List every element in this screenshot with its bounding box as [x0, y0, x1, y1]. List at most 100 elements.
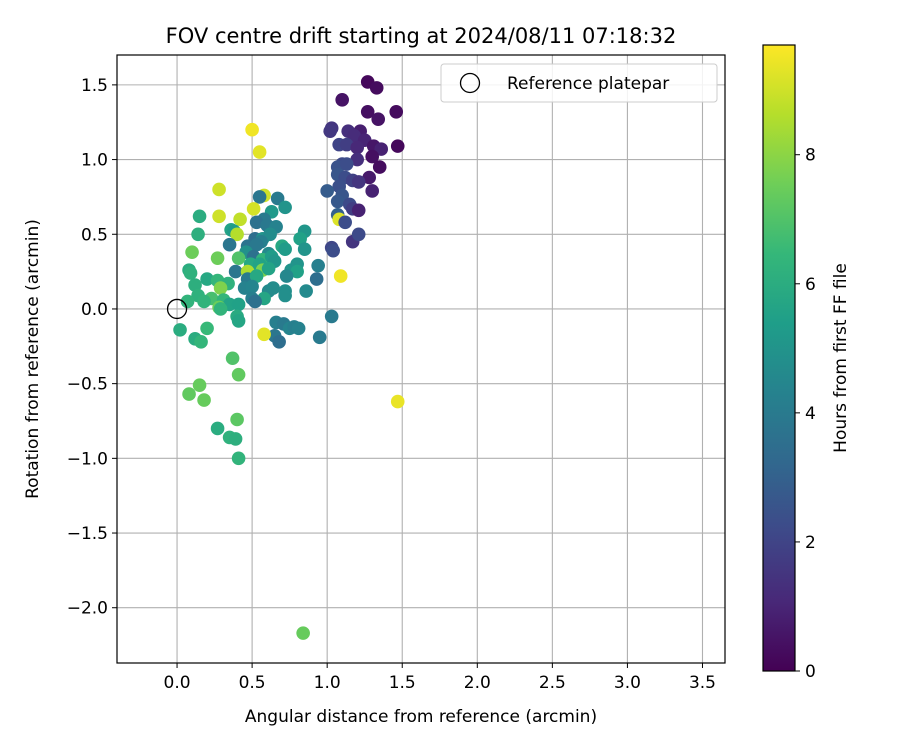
reference-platepar-marker: [166, 298, 188, 320]
data-point: [365, 149, 380, 164]
y-tick-label: 0.0: [81, 300, 108, 320]
colorbar-tick-label: 4: [805, 404, 816, 424]
data-point: [330, 194, 345, 209]
data-point: [192, 209, 207, 224]
data-point: [278, 242, 292, 257]
data-point: [270, 191, 285, 206]
data-point: [312, 330, 327, 345]
y-tick-label: −0.5: [67, 375, 108, 395]
data-point: [309, 272, 324, 286]
data-point: [248, 294, 262, 309]
data-point: [182, 387, 196, 401]
data-point: [228, 432, 243, 446]
data-point: [351, 227, 366, 242]
data-point: [390, 394, 405, 409]
colorbar-tick-label: 0: [805, 662, 816, 682]
data-point: [222, 237, 237, 252]
data-point: [326, 243, 340, 258]
data-point: [210, 251, 225, 265]
y-axis-label: Rotation from reference (arcmin): [23, 219, 43, 499]
data-point: [351, 175, 366, 189]
data-point: [279, 269, 294, 283]
x-axis-label: Angular distance from reference (arcmin): [245, 707, 597, 727]
data-point: [231, 251, 246, 265]
data-point: [231, 314, 246, 328]
plot-frame: [116, 54, 726, 664]
y-tick-label: −2.0: [67, 599, 108, 619]
data-point: [293, 231, 307, 246]
data-point: [278, 200, 292, 215]
data-point: [183, 266, 198, 280]
y-tick-label: −1.5: [67, 524, 108, 544]
y-axis-ticks: −2.0 −1.5 −1.0 −0.5 0.0 0.5 1.0 1.5: [67, 76, 117, 619]
data-point: [291, 321, 306, 336]
colorbar-ticks: 0 2 4 6 8: [795, 146, 816, 682]
data-point: [188, 278, 202, 292]
y-tick-label: 0.5: [81, 225, 108, 245]
x-tick-label: 3.0: [614, 673, 641, 693]
colorbar-label: Hours from first FF file: [831, 263, 851, 453]
data-point: [272, 335, 286, 349]
data-points: [173, 75, 405, 640]
data-point: [231, 297, 246, 312]
x-axis-ticks: 0.0 0.5 1.0 1.5 2.0 2.5 3.0 3.5: [164, 663, 716, 693]
data-point: [333, 269, 348, 283]
data-point: [339, 157, 354, 171]
data-point: [210, 421, 225, 436]
data-point: [246, 202, 261, 216]
data-point: [347, 128, 361, 143]
data-point: [372, 160, 387, 174]
data-point: [230, 227, 244, 242]
legend-box: [440, 63, 718, 103]
data-point: [252, 145, 267, 159]
data-point: [350, 152, 364, 167]
data-point: [257, 327, 271, 342]
data-point: [311, 258, 325, 273]
data-point: [180, 294, 195, 309]
data-point: [297, 242, 312, 257]
data-point: [362, 170, 377, 185]
data-point: [200, 272, 214, 286]
data-point: [266, 281, 280, 295]
data-point: [194, 335, 208, 349]
data-point: [338, 215, 352, 230]
data-point: [228, 264, 243, 279]
data-point: [230, 412, 244, 427]
data-point: [185, 245, 199, 259]
data-point: [191, 227, 205, 242]
data-point: [225, 351, 240, 366]
data-point: [335, 93, 349, 107]
data-point: [192, 378, 207, 392]
x-tick-label: 1.5: [389, 673, 416, 693]
data-point: [350, 140, 364, 155]
data-point: [351, 203, 366, 218]
data-point: [389, 104, 404, 119]
y-tick-label: 1.5: [81, 76, 108, 96]
data-point: [390, 139, 405, 153]
legend: Reference platepar: [440, 63, 718, 103]
data-point: [371, 112, 386, 127]
grid: [117, 55, 725, 663]
y-tick-label: 1.0: [81, 151, 108, 171]
data-point: [213, 281, 228, 295]
data-point: [213, 302, 228, 316]
x-tick-label: 0.5: [239, 673, 266, 693]
data-point: [249, 215, 264, 230]
data-point: [320, 184, 334, 198]
data-point: [245, 279, 259, 294]
data-point: [200, 321, 214, 336]
data-point: [261, 261, 276, 276]
data-point: [252, 190, 267, 204]
data-point: [290, 264, 304, 279]
data-point: [339, 137, 354, 152]
data-point: [245, 122, 259, 137]
data-point: [278, 288, 292, 303]
data-point: [369, 81, 384, 95]
data-point: [231, 451, 246, 466]
data-point: [173, 323, 187, 337]
data-point: [365, 184, 380, 198]
y-tick-label: −1.0: [67, 449, 108, 469]
data-point: [197, 294, 211, 309]
